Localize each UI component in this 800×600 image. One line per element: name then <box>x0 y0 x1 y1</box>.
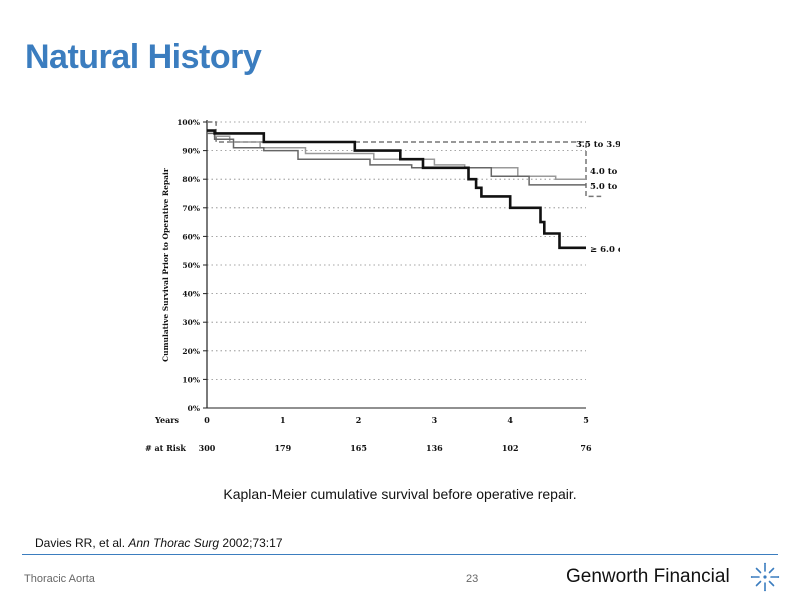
survival-chart: 0% 10% 20% 30% 40% 50% 60% 70% 80% 90% 100% Years 0 1… <box>145 118 620 453</box>
x-axis-title: Years <box>154 415 180 425</box>
x-tick-label: 3 <box>432 415 438 425</box>
series-line-2 <box>207 132 586 186</box>
citation-journal: Ann Thorac Surg <box>128 536 220 550</box>
genworth-star-icon <box>750 562 780 592</box>
y-tick-label: 80% <box>182 175 200 184</box>
series-line-1 <box>207 129 586 180</box>
x-tick-label: 0 <box>204 415 210 425</box>
series-line-3 <box>207 129 586 250</box>
x-tick-label: 5 <box>583 415 589 425</box>
footer-divider <box>22 554 778 555</box>
at-risk-value: 179 <box>274 443 291 453</box>
series-label-3: ≥ 6.0 cm <box>590 245 620 255</box>
citation-authors: Davies RR, et al. <box>35 536 129 550</box>
at-risk-value: 76 <box>580 443 592 453</box>
series-label-0: 3.5 to 3.9 cm <box>576 140 620 150</box>
x-tick-label: 1 <box>280 415 286 425</box>
y-tick-label: 10% <box>182 375 200 384</box>
y-tick-label: 40% <box>182 290 200 299</box>
x-tick-label: 4 <box>507 415 513 425</box>
slide-title: Natural History <box>25 38 262 76</box>
series-lines <box>207 121 602 250</box>
page-number: 23 <box>466 573 479 585</box>
chart-labels: 0% 10% 20% 30% 40% 50% 60% 70% 80% 90% 100% Years 0 1… <box>145 118 620 453</box>
at-risk-value: 136 <box>426 443 443 453</box>
at-risk-label: # at Risk <box>145 443 186 453</box>
at-risk-value: 300 <box>199 443 216 453</box>
series-label-1: 4.0 to 4.9 cm <box>590 167 620 177</box>
x-tick-label: 2 <box>356 415 362 425</box>
footer-section-label: Thoracic Aorta <box>24 573 95 585</box>
y-tick-label: 90% <box>182 147 200 156</box>
y-tick-label: 30% <box>182 318 200 327</box>
chart-axes <box>203 120 586 409</box>
y-tick-label: 50% <box>182 261 200 270</box>
at-risk-value: 165 <box>350 443 367 453</box>
brand-name: Genworth Financial <box>566 566 730 587</box>
series-label-2: 5.0 to 5.9 cm <box>590 182 620 192</box>
grid-lines <box>207 121 586 380</box>
y-axis-title: Cumulative Survival Prior to Operative R… <box>161 167 170 362</box>
at-risk-value: 102 <box>502 443 519 453</box>
y-tick-label: 60% <box>182 232 200 241</box>
citation: Davies RR, et al. Ann Thorac Surg 2002;7… <box>35 536 283 550</box>
y-tick-label: 70% <box>182 204 200 213</box>
y-tick-label: 100% <box>177 118 200 127</box>
chart-caption: Kaplan-Meier cumulative survival before … <box>223 486 577 502</box>
y-tick-label: 20% <box>182 347 200 356</box>
citation-details: 2002;73:17 <box>219 536 283 550</box>
y-tick-label: 0% <box>188 404 200 413</box>
